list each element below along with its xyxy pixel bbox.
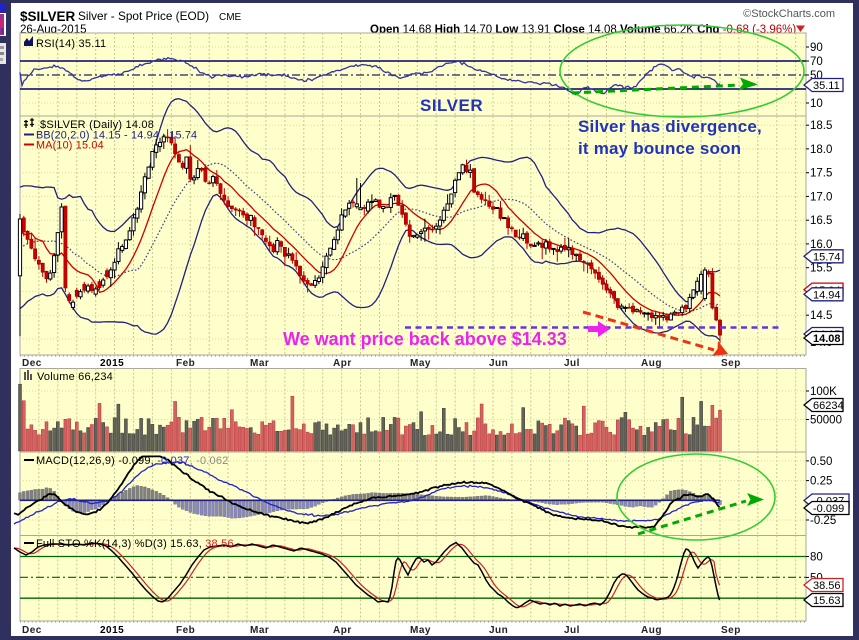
svg-text:18.5: 18.5 xyxy=(810,120,832,132)
svg-text:$SILVER: $SILVER xyxy=(20,9,76,24)
svg-text:16.5: 16.5 xyxy=(810,215,832,227)
svg-text:May: May xyxy=(410,625,431,636)
svg-text:CME: CME xyxy=(219,12,242,23)
svg-text:2015: 2015 xyxy=(100,358,124,369)
svg-text:Dec: Dec xyxy=(22,358,42,369)
svg-text:MACD(12,26,9) -0.099, -0.037,: MACD(12,26,9) -0.099, -0.037, -0.062 xyxy=(36,455,228,467)
svg-text:Feb: Feb xyxy=(176,625,195,636)
svg-text:©StockCharts.com: ©StockCharts.com xyxy=(743,8,835,20)
svg-text:-0.25: -0.25 xyxy=(810,515,836,527)
svg-text:2015: 2015 xyxy=(100,625,124,636)
svg-text:Silver - Spot Price (EOD): Silver - Spot Price (EOD) xyxy=(78,9,209,23)
svg-text:18.0: 18.0 xyxy=(810,144,832,156)
svg-text:Sep: Sep xyxy=(721,358,741,369)
svg-text:17.5: 17.5 xyxy=(810,168,832,180)
svg-text:Apr: Apr xyxy=(333,625,352,636)
svg-text:Mar: Mar xyxy=(250,625,269,636)
svg-text:MA(10) 15.04: MA(10) 15.04 xyxy=(36,140,104,152)
svg-text:10: 10 xyxy=(810,98,823,110)
svg-text:Mar: Mar xyxy=(250,358,269,369)
svg-text:Silver has divergence,: Silver has divergence, xyxy=(578,117,762,136)
svg-text:SILVER: SILVER xyxy=(420,96,483,115)
svg-text:Aug: Aug xyxy=(641,358,662,369)
svg-text:RSI(14) 35.11: RSI(14) 35.11 xyxy=(36,38,106,50)
svg-text:Apr: Apr xyxy=(333,358,352,369)
svg-text:Aug: Aug xyxy=(641,625,662,636)
svg-text:16.0: 16.0 xyxy=(810,239,832,251)
svg-text:Volume 66,234: Volume 66,234 xyxy=(37,371,113,383)
svg-text:We want price back above $14.3: We want price back above $14.33 xyxy=(283,329,567,349)
svg-text:66234: 66234 xyxy=(813,400,844,412)
svg-text:Jun: Jun xyxy=(489,358,508,369)
svg-text:Jul: Jul xyxy=(564,358,580,369)
svg-text:0.25: 0.25 xyxy=(810,476,832,488)
svg-text:Sep: Sep xyxy=(721,625,741,636)
svg-text:Jun: Jun xyxy=(489,625,508,636)
svg-text:it may bounce soon: it may bounce soon xyxy=(578,139,741,158)
svg-text:BB(20,2.0) 14.15 - 14.94 - 15.: BB(20,2.0) 14.15 - 14.94 - 15.74 xyxy=(36,130,197,142)
svg-text:14.5: 14.5 xyxy=(810,310,832,322)
svg-text:$SILVER (Daily) 14.08: $SILVER (Daily) 14.08 xyxy=(40,119,154,131)
svg-text:50000: 50000 xyxy=(810,415,842,427)
svg-text:15.74: 15.74 xyxy=(813,252,841,264)
svg-text:100K: 100K xyxy=(810,386,837,398)
svg-text:Full STO %K(14,3) %D(3) 15.63,: Full STO %K(14,3) %D(3) 15.63, 38.56 xyxy=(36,538,234,550)
svg-text:Feb: Feb xyxy=(176,358,195,369)
svg-text:14.94: 14.94 xyxy=(813,290,841,302)
svg-text:0.50: 0.50 xyxy=(810,456,832,468)
svg-text:15.63: 15.63 xyxy=(813,595,841,607)
svg-text:Dec: Dec xyxy=(22,625,42,636)
svg-text:May: May xyxy=(410,358,431,369)
svg-text:70: 70 xyxy=(810,56,823,68)
svg-text:14.08: 14.08 xyxy=(813,333,841,345)
svg-text:-0.099: -0.099 xyxy=(813,503,844,515)
svg-text:17.0: 17.0 xyxy=(810,191,832,203)
svg-text:15.5: 15.5 xyxy=(810,263,832,275)
svg-text:80: 80 xyxy=(810,552,823,564)
svg-text:35.11: 35.11 xyxy=(813,80,840,92)
svg-text:38.56: 38.56 xyxy=(813,580,841,592)
svg-text:90: 90 xyxy=(810,42,823,54)
svg-text:Jul: Jul xyxy=(564,625,580,636)
